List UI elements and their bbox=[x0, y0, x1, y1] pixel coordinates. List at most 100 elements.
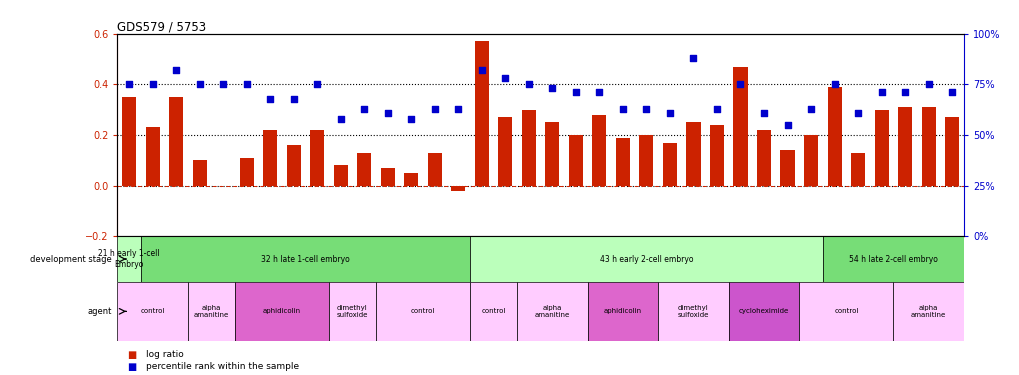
Point bbox=[755, 110, 771, 116]
Point bbox=[661, 110, 678, 116]
Bar bbox=[310, 130, 324, 186]
Point bbox=[802, 106, 818, 112]
Bar bbox=[263, 130, 277, 186]
Bar bbox=[328, 282, 376, 341]
Bar bbox=[117, 236, 141, 282]
Bar bbox=[709, 125, 723, 186]
Bar bbox=[569, 135, 583, 186]
Bar bbox=[756, 130, 770, 186]
Point bbox=[779, 122, 795, 128]
Bar bbox=[450, 186, 465, 190]
Bar bbox=[657, 282, 728, 341]
Point bbox=[285, 96, 302, 102]
Bar bbox=[587, 282, 657, 341]
Point bbox=[192, 81, 208, 87]
Bar bbox=[662, 142, 677, 186]
Text: control: control bbox=[141, 308, 165, 314]
Point bbox=[638, 106, 654, 112]
Bar bbox=[239, 158, 254, 186]
Bar bbox=[376, 282, 470, 341]
Text: 21 h early 1-cell
Embryo: 21 h early 1-cell Embryo bbox=[98, 249, 160, 269]
Bar bbox=[286, 145, 301, 186]
Point bbox=[544, 86, 560, 92]
Bar bbox=[193, 160, 207, 186]
Bar bbox=[822, 236, 963, 282]
Bar bbox=[897, 107, 911, 186]
Point bbox=[215, 81, 231, 87]
Text: agent: agent bbox=[88, 307, 112, 316]
Text: alpha
amanitine: alpha amanitine bbox=[194, 305, 229, 318]
Point bbox=[872, 90, 889, 96]
Point bbox=[896, 90, 912, 96]
Point bbox=[708, 106, 725, 112]
Bar bbox=[873, 110, 888, 186]
Bar bbox=[545, 122, 558, 186]
Text: 43 h early 2-cell embryo: 43 h early 2-cell embryo bbox=[599, 255, 693, 264]
Point bbox=[332, 116, 348, 122]
Point bbox=[732, 81, 748, 87]
Point bbox=[919, 81, 935, 87]
Text: development stage: development stage bbox=[31, 255, 112, 264]
Bar bbox=[639, 135, 653, 186]
Point bbox=[496, 75, 513, 81]
Bar bbox=[333, 165, 347, 186]
Point bbox=[591, 90, 607, 96]
Bar bbox=[803, 135, 817, 186]
Bar bbox=[470, 282, 517, 341]
Bar bbox=[141, 236, 470, 282]
Point bbox=[849, 110, 865, 116]
Point bbox=[238, 81, 255, 87]
Bar bbox=[146, 128, 160, 186]
Bar bbox=[615, 138, 630, 186]
Text: 54 h late 2-cell embryo: 54 h late 2-cell embryo bbox=[848, 255, 936, 264]
Point bbox=[168, 67, 184, 73]
Bar bbox=[733, 67, 747, 186]
Bar bbox=[799, 282, 893, 341]
Bar bbox=[826, 87, 841, 186]
Text: aphidicolin: aphidicolin bbox=[603, 308, 641, 314]
Point bbox=[121, 81, 138, 87]
Bar bbox=[380, 168, 394, 186]
Bar bbox=[169, 97, 183, 186]
Point bbox=[379, 110, 395, 116]
Text: dimethyl
sulfoxide: dimethyl sulfoxide bbox=[336, 305, 368, 318]
Point bbox=[473, 67, 489, 73]
Text: control: control bbox=[481, 308, 505, 314]
Point bbox=[403, 116, 419, 122]
Point bbox=[614, 106, 631, 112]
Bar bbox=[921, 107, 934, 186]
Bar bbox=[893, 282, 963, 341]
Text: ■: ■ bbox=[127, 362, 137, 372]
Point bbox=[568, 90, 584, 96]
Point bbox=[145, 81, 161, 87]
Bar bbox=[234, 282, 329, 341]
Bar bbox=[427, 153, 441, 186]
Text: percentile rank within the sample: percentile rank within the sample bbox=[146, 362, 299, 371]
Point bbox=[309, 81, 325, 87]
Text: control: control bbox=[834, 308, 858, 314]
Text: alpha
amanitine: alpha amanitine bbox=[910, 305, 946, 318]
Point bbox=[520, 81, 536, 87]
Bar bbox=[780, 150, 794, 186]
Bar bbox=[728, 282, 799, 341]
Bar bbox=[850, 153, 864, 186]
Point bbox=[825, 81, 842, 87]
Text: 32 h late 1-cell embryo: 32 h late 1-cell embryo bbox=[261, 255, 350, 264]
Text: dimethyl
sulfoxide: dimethyl sulfoxide bbox=[677, 305, 708, 318]
Bar bbox=[522, 110, 535, 186]
Point bbox=[685, 55, 701, 61]
Bar bbox=[122, 97, 136, 186]
Bar bbox=[187, 282, 234, 341]
Bar bbox=[517, 282, 587, 341]
Bar bbox=[357, 153, 371, 186]
Bar bbox=[498, 117, 512, 186]
Point bbox=[943, 90, 959, 96]
Bar bbox=[117, 282, 187, 341]
Point bbox=[356, 106, 372, 112]
Bar bbox=[592, 115, 606, 186]
Bar bbox=[470, 236, 822, 282]
Text: ■: ■ bbox=[127, 350, 137, 360]
Text: control: control bbox=[411, 308, 435, 314]
Bar bbox=[404, 173, 418, 186]
Text: cycloheximide: cycloheximide bbox=[738, 308, 789, 314]
